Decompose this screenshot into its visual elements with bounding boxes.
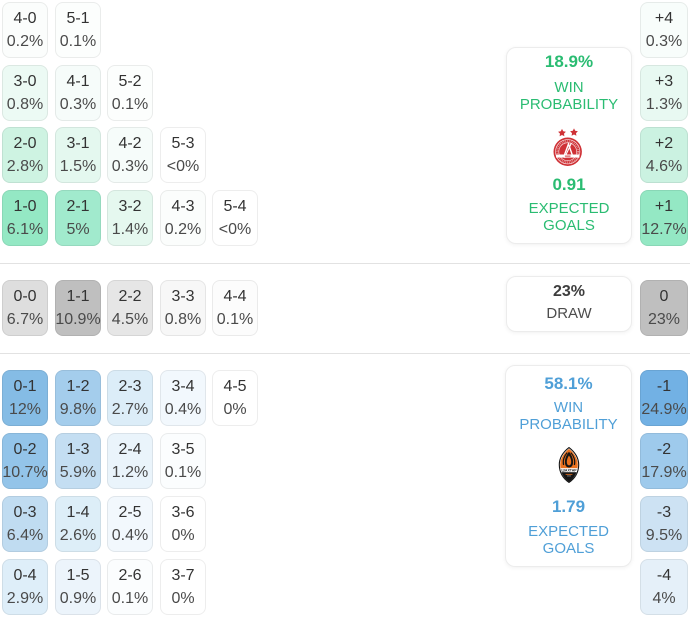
svg-text:ШАХТАР: ШАХТАР <box>561 469 577 473</box>
